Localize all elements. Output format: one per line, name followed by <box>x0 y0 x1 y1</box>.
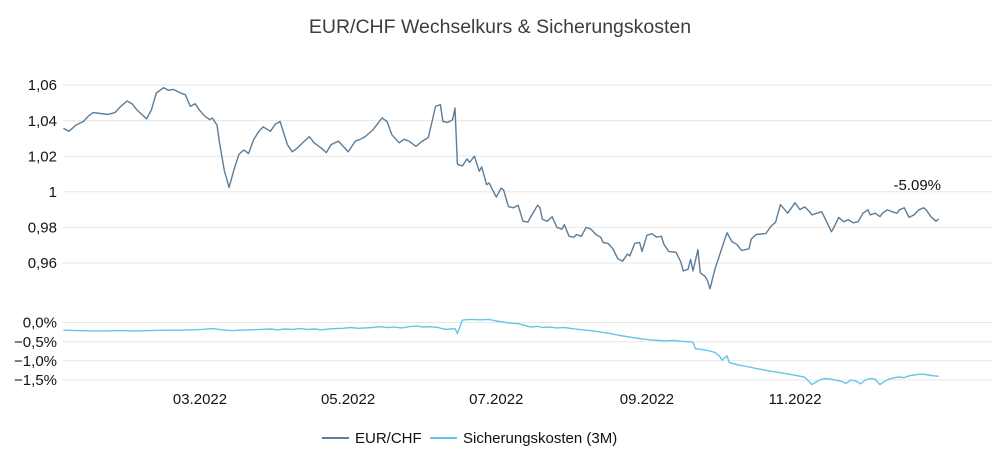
legend-sicherungskosten-label: Sicherungskosten (3M) <box>463 430 617 447</box>
y-tick-label: 1,04 <box>28 113 57 130</box>
top-panel-gridlines <box>63 84 993 264</box>
y-tick-label: 1,02 <box>28 148 57 165</box>
performance-annotation: -5.09% <box>893 177 941 194</box>
x-tick-label: 11.2022 <box>768 391 821 408</box>
y-tick-label: −1,0% <box>14 353 57 370</box>
x-tick-label: 03.2022 <box>173 391 227 408</box>
y-tick-label: 0,0% <box>23 315 57 332</box>
x-axis-labels: 03.2022 05.2022 07.2022 09.2022 11.2022 <box>173 391 822 408</box>
bottom-panel-y-axis-labels: 0,0% −0,5% −1,0% −1,5% <box>14 315 57 390</box>
eurchf-line <box>63 86 939 290</box>
chart-title: EUR/CHF Wechselkurs & Sicherungskosten <box>309 16 691 38</box>
legend: EUR/CHF Sicherungskosten (3M) <box>322 430 617 447</box>
top-panel-y-axis-labels: 1,06 1,04 1,02 1 0,98 0,96 <box>28 77 57 272</box>
y-tick-label: 1,06 <box>28 77 57 94</box>
x-tick-label: 09.2022 <box>620 391 674 408</box>
y-tick-label: −0,5% <box>14 334 57 351</box>
y-tick-label: 0,96 <box>28 255 57 272</box>
bottom-panel-gridlines <box>63 322 993 381</box>
legend-eurchf-label: EUR/CHF <box>355 430 422 447</box>
y-tick-label: 1 <box>49 184 57 201</box>
sicherungskosten-line <box>63 318 939 386</box>
x-tick-label: 05.2022 <box>321 391 375 408</box>
y-tick-label: −1,5% <box>14 372 57 389</box>
x-tick-label: 07.2022 <box>469 391 523 408</box>
y-tick-label: 0,98 <box>28 220 57 237</box>
